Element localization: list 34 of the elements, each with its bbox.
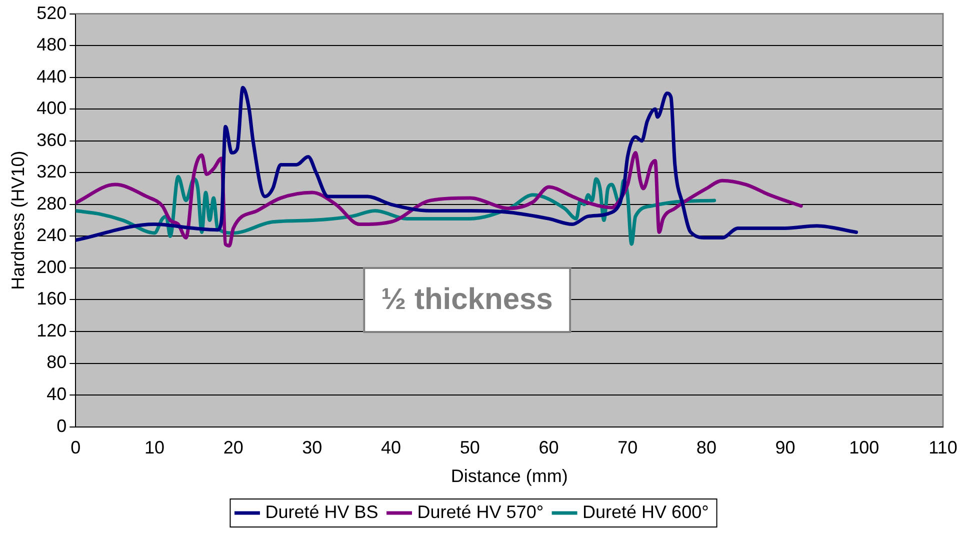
x-tick-label: 40 — [381, 438, 402, 458]
x-tick-label: 50 — [460, 438, 480, 458]
y-tick-label: 280 — [36, 193, 67, 214]
x-tick-label: 110 — [928, 438, 958, 458]
line-series — [76, 151, 803, 248]
y-tick-label: 0 — [56, 416, 67, 436]
x-tick-label: 60 — [538, 438, 559, 458]
y-tick-label: 40 — [46, 384, 67, 404]
y-tick-label: 160 — [36, 288, 67, 309]
x-tick-label: 90 — [775, 438, 796, 458]
y-tick-label: 200 — [36, 256, 67, 277]
y-tick-label: 80 — [46, 352, 67, 372]
x-tick-label: 100 — [849, 438, 880, 458]
y-tick-label: 320 — [36, 162, 67, 182]
x-tick-label: 30 — [302, 438, 322, 458]
y-tick-label: 400 — [36, 98, 67, 118]
y-tick-label: 120 — [36, 320, 67, 340]
y-tick-label: 360 — [36, 130, 67, 150]
x-tick-label: 0 — [70, 438, 81, 458]
annotation: ½ thickness — [363, 267, 571, 333]
legend-label: Dureté HV 570° — [417, 502, 544, 522]
x-tick-label: 20 — [223, 438, 244, 458]
x-tick-label: 10 — [144, 438, 164, 458]
y-axis-title: Hardness (HV10) — [8, 150, 28, 290]
x-tick-label: 70 — [618, 438, 638, 458]
legend-label: Dureté HV 600° — [582, 502, 709, 522]
y-tick-label: 240 — [36, 225, 67, 246]
y-tick-label: 440 — [36, 66, 67, 86]
y-tick-label: 480 — [36, 34, 67, 55]
y-tick-label: 520 — [36, 2, 67, 23]
x-tick-label: 80 — [696, 438, 716, 458]
legend-label: Dureté HV BS — [265, 502, 378, 522]
line-series — [76, 86, 858, 242]
x-axis-title: Distance (mm) — [450, 466, 568, 486]
